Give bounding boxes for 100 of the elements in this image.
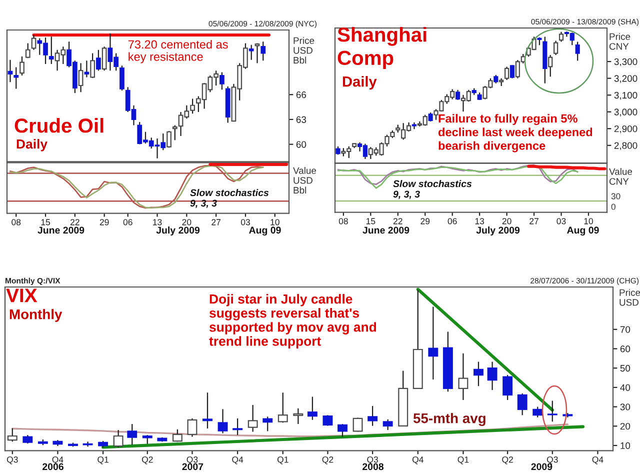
candlestick (113, 429, 124, 448)
annotation: Doji star in July candle suggests reversal that's supported by mov avg and trend line support (209, 294, 376, 348)
text: 0 (611, 204, 616, 210)
candlestick (428, 306, 438, 380)
y-tick-label: 30 (620, 404, 630, 410)
y-tick-label: 60 (620, 346, 630, 352)
x-tick-label: Q4 (592, 456, 604, 464)
y-tick-label: 3,300 (614, 58, 638, 66)
candlestick (532, 406, 543, 418)
y-tick-label: 3,000 (614, 108, 638, 116)
candlestick (96, 49, 101, 72)
candlestick (90, 52, 96, 79)
candlestick (504, 66, 510, 81)
series-label: 55-mth avg (413, 413, 486, 426)
candlestick (487, 361, 498, 390)
text: 2007 (182, 463, 204, 470)
chart-title: VIX (6, 288, 38, 302)
text: Aug 09 (567, 226, 599, 236)
x-tick-label: Q3 (186, 456, 198, 464)
x-tick-label: Q3 (546, 456, 558, 464)
y-tick-label: 66 (296, 91, 306, 98)
candlestick (48, 36, 54, 65)
candlestick (278, 392, 288, 424)
candlestick (7, 428, 18, 442)
candlestick (25, 42, 30, 59)
x-tick-label: 06 (448, 218, 457, 224)
x-tick-label: 03 (240, 219, 250, 226)
chart-title: Shanghai Comp (338, 27, 426, 70)
candlestick (554, 40, 558, 56)
candlestick (102, 46, 107, 72)
candlestick (248, 404, 258, 432)
x-tick-label: Q3 (367, 456, 378, 464)
x-tick-label: 29 (420, 218, 430, 224)
candlestick (322, 414, 333, 426)
x-tick-label: 15 (366, 218, 376, 224)
x-tick-label: 20 (182, 219, 192, 226)
candlestick (14, 66, 19, 90)
text: Daily (16, 139, 48, 152)
x-tick-label: Q1 (458, 456, 469, 464)
x-tick-label: 10 (584, 218, 594, 224)
candlestick (202, 392, 212, 430)
y-axis-title: Price CNY (609, 33, 630, 50)
candlestick (368, 405, 378, 426)
y-tick-label: 40 (620, 384, 630, 391)
candlestick (517, 392, 528, 416)
candlestick (232, 418, 243, 436)
candlestick (187, 418, 198, 438)
candlestick (548, 54, 553, 78)
candlestick (338, 423, 348, 438)
x-tick-label: Q4 (232, 456, 244, 464)
candlestick (84, 60, 90, 78)
candlestick (8, 59, 13, 83)
candlestick (172, 428, 182, 442)
y-tick-label: 3,100 (614, 92, 638, 100)
candlestick (307, 396, 318, 420)
text: 2008 (362, 463, 384, 470)
text: June 2009 (362, 226, 410, 234)
text: Monthly (10, 309, 62, 322)
candlestick (474, 361, 484, 387)
x-tick-label: 27 (212, 219, 220, 226)
candlestick (20, 56, 24, 76)
candlestick (575, 41, 580, 62)
candlestick (172, 124, 178, 141)
x-tick-label: Q2 (142, 456, 153, 464)
y-tick-label: 70 (620, 326, 630, 333)
candlestick (502, 374, 513, 401)
x-tick-label: 13 (153, 219, 162, 226)
candlestick (78, 62, 84, 93)
candlestick (458, 352, 468, 401)
text: 2006 (42, 463, 64, 470)
x-tick-label: Q2 (502, 456, 513, 464)
y-tick-label: 60 (296, 141, 306, 148)
text: Aug 09 (249, 226, 281, 236)
y-tick-label: 20 (620, 422, 630, 430)
text: July 2009 (156, 226, 200, 236)
x-tick-label: 22 (393, 218, 402, 224)
y-axis-title: Value USD Bbl (293, 167, 316, 194)
annotation: Failure to fully regain 5% decline last week deepened bearish divergence (438, 114, 592, 152)
y-tick-label: 3,200 (614, 75, 638, 83)
candlestick (120, 65, 124, 92)
y-axis-title: Value CNY (609, 168, 632, 185)
candlestick (218, 408, 228, 434)
x-tick-label: 15 (41, 219, 50, 226)
annotation: Slow stochastics 9, 3, 3 (190, 189, 269, 208)
y-tick-label: 63 (296, 116, 306, 123)
x-tick-label: 13 (475, 218, 484, 224)
candlestick (382, 418, 393, 431)
annotation: Slow stochastics 9, 3, 3 (393, 180, 472, 200)
candlestick (248, 44, 254, 60)
y-axis-title: Price USD (620, 289, 640, 306)
x-tick-label: Q1 (98, 456, 108, 464)
x-tick-label: Q1 (277, 456, 288, 464)
candlestick (558, 31, 564, 42)
x-tick-label: Q4 (412, 456, 424, 464)
candlestick (127, 423, 138, 446)
candlestick (262, 416, 273, 432)
candlestick (293, 408, 304, 425)
text: Daily (342, 76, 377, 90)
text: Crude Oil (14, 118, 104, 133)
y-tick-label: 2,800 (614, 142, 638, 150)
